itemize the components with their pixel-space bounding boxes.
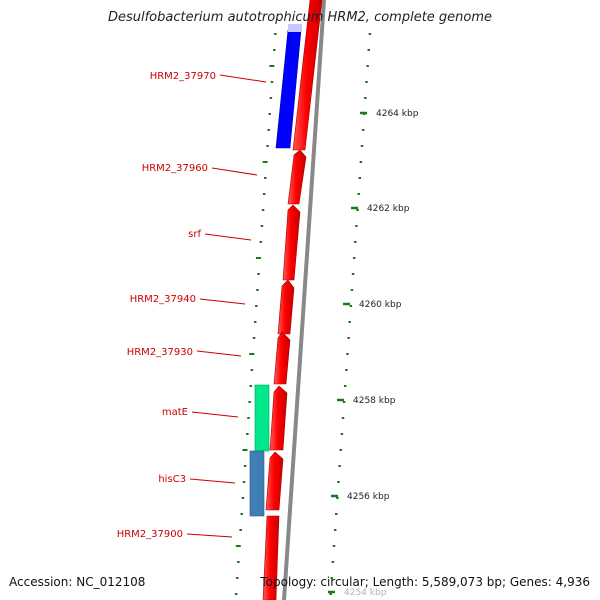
gene-leader-line [219,74,267,83]
gene-label[interactable]: HRM2_37970 [150,71,216,82]
cds-arrow-7[interactable] [265,451,284,511]
genome-title: Desulfobacterium autotrophicum HRM2, com… [107,10,493,25]
gene-leader-line [186,533,233,538]
gene-label[interactable]: HRM2_37940 [130,294,196,305]
gene-label[interactable]: HRM2_37960 [142,163,208,174]
cds-arrow-1[interactable] [292,0,323,151]
cds-arrow-6[interactable] [269,385,288,451]
kbp-ticks: 4264 kbp 4262 kbp 4260 kbp 4258 kbp 4256 kbp… [328,109,419,598]
kbp-tick-label: 4264 kbp [376,109,419,119]
gene-leader-line [189,478,236,484]
forward-cds-track [262,0,323,600]
gene-block-top-pale [288,24,302,32]
kbp-tick-label: 4254 kbp [344,588,387,598]
kbp-tick-label: 4256 kbp [347,492,390,502]
kbp-tick-label: 4260 kbp [359,300,402,310]
gene-block-hisC3[interactable] [249,450,265,517]
genome-backbone [282,0,326,600]
gene-leader-line [199,298,246,305]
kbp-tick-label: 4258 kbp [353,396,396,406]
accession-text: Accession: NC_012108 [9,575,146,589]
cds-arrow-5[interactable] [273,331,291,385]
gene-block-matE[interactable] [254,384,270,452]
kbp-tick-label: 4262 kbp [367,204,410,214]
gene-label[interactable]: srf [188,229,201,240]
gene-label[interactable]: HRM2_37900 [117,529,183,540]
cds-arrow-3[interactable] [282,204,301,281]
gene-leader-line [196,350,242,357]
gene-label[interactable]: matE [162,407,188,418]
cds-arrow-2[interactable] [287,149,307,205]
minor-ticks [234,33,372,595]
gene-leader-line [191,411,239,418]
gene-leader-line [204,233,252,241]
gene-label[interactable]: hisC3 [158,474,186,485]
cds-arrow-4[interactable] [277,279,295,335]
gene-leader-line [211,167,258,176]
topology-text: Topology: circular; Length: 5,589,073 bp… [260,575,590,589]
gene-label[interactable]: HRM2_37930 [127,347,193,358]
cds-arrow-8[interactable] [262,515,280,600]
